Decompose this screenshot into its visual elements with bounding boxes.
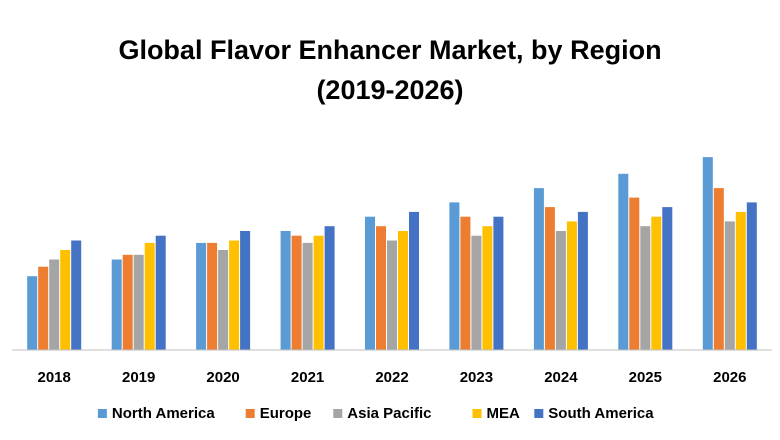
bar-asia-pacific-2023 [471,235,482,350]
bar-asia-pacific-2019 [133,254,144,350]
bar-asia-pacific-2024 [555,231,566,350]
bar-south-america-2024 [577,211,588,350]
bar-asia-pacific-2026 [724,221,735,350]
bar-asia-pacific-2020 [218,250,229,350]
x-tick-label: 2021 [291,369,324,386]
bar-south-america-2023 [493,216,504,350]
bar-north-america-2018 [27,276,38,350]
bar-mea-2025 [651,216,662,350]
legend-label-south-america: South America [548,405,654,422]
x-tick-label: 2024 [544,369,578,386]
x-tick-label: 2025 [629,369,662,386]
bar-europe-2026 [713,188,724,350]
bar-mea-2024 [566,221,577,350]
bar-asia-pacific-2018 [49,259,60,350]
bar-europe-2020 [207,242,218,350]
bar-mea-2020 [229,240,240,350]
bar-south-america-2021 [324,226,335,350]
bar-asia-pacific-2021 [302,242,313,350]
bar-mea-2026 [735,211,746,350]
bar-south-america-2018 [71,240,82,350]
bar-south-america-2026 [746,202,757,350]
bar-mea-2019 [144,242,155,350]
legend-label-europe: Europe [260,405,312,422]
bar-europe-2019 [122,254,133,350]
legend-swatch-mea [472,409,482,418]
bar-mea-2021 [313,235,324,350]
x-tick-label: 2023 [460,369,493,386]
bar-europe-2025 [629,197,640,350]
legend-swatch-europe [245,409,255,418]
bar-europe-2021 [291,235,302,350]
legend-swatch-north-america [97,409,107,418]
bar-south-america-2020 [240,231,251,350]
x-tick-label: 2022 [375,369,408,386]
bar-north-america-2021 [280,231,291,350]
bar-europe-2024 [544,207,555,350]
bar-north-america-2020 [196,242,207,350]
bar-mea-2018 [60,250,71,350]
bar-asia-pacific-2022 [387,240,397,350]
bar-europe-2022 [376,226,386,350]
legend-swatch-asia-pacific [333,409,343,418]
chart-subtitle: (2019-2026) [316,75,464,105]
bar-north-america-2024 [533,188,544,350]
bar-south-america-2019 [155,235,166,350]
bar-south-america-2022 [409,211,419,350]
bar-asia-pacific-2025 [640,226,651,350]
x-tick-label: 2026 [713,369,746,386]
x-tick-label: 2019 [122,369,155,386]
legend-swatch-south-america [534,409,544,418]
bar-mea-2022 [398,231,408,350]
bar-north-america-2022 [365,216,375,350]
bar-europe-2018 [38,266,49,350]
legend-label-asia-pacific: Asia Pacific [347,405,431,422]
chart-title: Global Flavor Enhancer Market, by Region [118,35,662,65]
bar-north-america-2023 [449,202,460,350]
bar-mea-2023 [482,226,493,350]
bar-north-america-2025 [618,173,629,350]
bar-north-america-2019 [111,259,122,350]
bar-north-america-2026 [702,157,713,350]
legend-label-north-america: North America [112,405,215,422]
bar-europe-2023 [460,216,471,350]
bar-south-america-2025 [662,207,673,350]
x-tick-label: 2018 [38,369,71,386]
x-tick-label: 2020 [206,369,239,386]
legend-label-mea: MEA [487,405,521,422]
